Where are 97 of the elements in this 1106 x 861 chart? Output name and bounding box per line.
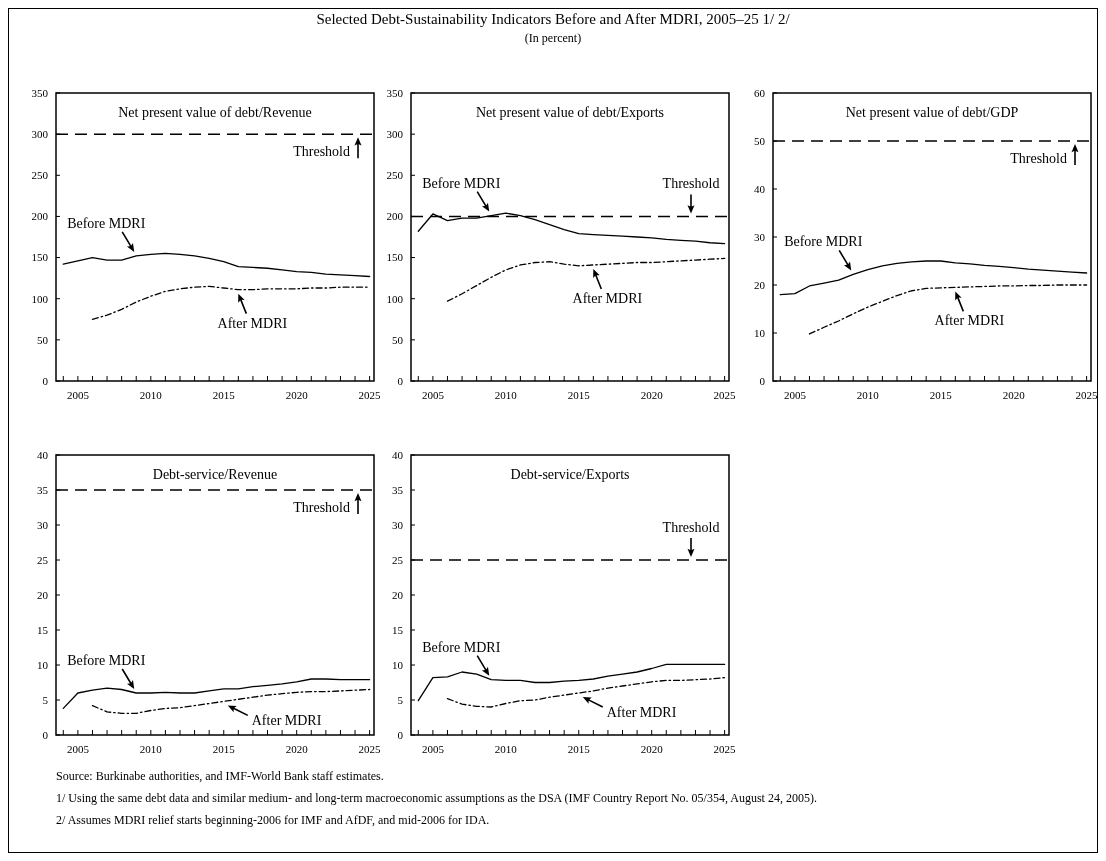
y-tick-label: 0: [397, 728, 404, 741]
y-tick-label: 5: [42, 693, 49, 706]
line-series: [446, 676, 726, 708]
x-tick-label: 2015: [567, 743, 591, 755]
x-tick-label: 2020: [1002, 389, 1026, 401]
x-tick-label: 2005: [66, 389, 90, 401]
x-tick-label: 2020: [640, 743, 664, 755]
x-tick-label: 2010: [494, 389, 518, 401]
y-tick-label: 350: [31, 86, 49, 99]
y-tick-label: 35: [392, 483, 404, 496]
x-tick-label: 2015: [567, 389, 591, 401]
y-tick-label: 40: [392, 448, 404, 461]
line-series: [62, 252, 371, 278]
x-tick-label: 2005: [421, 389, 445, 401]
y-tick-label: 250: [386, 169, 404, 182]
legend-label: Threshold: [293, 144, 350, 160]
text: Net present value of debt/Exports: [475, 105, 665, 120]
series-label: Before MDRI: [67, 653, 146, 668]
y-tick-label: 0: [397, 374, 404, 387]
y-tick-label: 0: [759, 374, 766, 387]
series-label: After MDRI: [934, 313, 1005, 329]
x-tick-label: 2025: [713, 389, 737, 401]
y-tick-label: 30: [37, 518, 49, 531]
y-tick-label: 60: [754, 86, 766, 99]
y-tick-label: 100: [31, 292, 49, 305]
series-label: Before MDRI: [422, 175, 501, 191]
y-tick-label: 200: [386, 210, 404, 223]
x-tick-label: 2020: [285, 389, 309, 401]
x-tick-label: 2015: [929, 389, 953, 401]
ref-line-label: Threshold: [662, 176, 720, 192]
line-series: [779, 260, 1088, 296]
x-tick-label: 2015: [212, 389, 236, 401]
x-tick-label: 2025: [358, 389, 382, 401]
line-series: [446, 257, 726, 302]
x-tick-label: 2010: [139, 743, 163, 755]
text: 2/ Assumes MDRI relief starts beginning-2006 for IMF and AfDF, and mid-2006 for IDA.: [56, 813, 490, 827]
y-tick-label: 15: [392, 623, 404, 636]
text: Net present value of debt/GDP: [845, 105, 1019, 120]
x-tick-label: 2025: [358, 743, 382, 755]
y-tick-label: 0: [42, 728, 49, 741]
x-tick-label: 2015: [212, 743, 236, 755]
text: (In percent): [524, 31, 582, 45]
legend-label: Threshold: [1010, 151, 1067, 166]
x-tick-label: 2010: [856, 389, 880, 401]
text: Net present value of debt/Revenue: [118, 105, 312, 120]
x-tick-label: 2025: [1075, 389, 1099, 401]
y-tick-label: 15: [37, 623, 49, 636]
y-tick-label: 40: [754, 182, 766, 195]
x-tick-label: 2010: [494, 743, 518, 755]
x-tick-label: 2020: [285, 743, 309, 755]
y-tick-label: 30: [754, 230, 766, 243]
y-tick-label: 25: [37, 553, 49, 566]
ref-line-label: Threshold: [662, 520, 720, 535]
legend-label: After MDRI: [572, 290, 643, 306]
y-tick-label: 20: [392, 588, 404, 601]
source-note: Source: Burkinabe authorities, and IMF-World Bank staff estimates.: [56, 769, 384, 783]
series-label: Before MDRI: [784, 234, 863, 250]
y-tick-label: 20: [754, 278, 766, 291]
x-tick-label: 2005: [66, 743, 90, 755]
y-tick-label: 350: [386, 86, 404, 99]
text: Debt-service/Exports: [510, 467, 630, 482]
y-tick-label: 50: [37, 333, 49, 346]
y-tick-label: 20: [37, 588, 49, 601]
y-tick-label: 25: [392, 553, 404, 566]
y-tick-label: 35: [37, 483, 49, 496]
y-tick-label: 100: [386, 292, 404, 305]
x-tick-label: 2005: [783, 389, 807, 401]
series-label: After MDRI: [217, 315, 288, 331]
y-tick-label: 10: [392, 658, 404, 671]
series-label: Before MDRI: [67, 215, 146, 231]
text: Selected Debt-Sustainability Indicators Before and After MDRI, 2005–25 1/ 2/: [316, 11, 791, 27]
x-tick-label: 2025: [713, 743, 737, 755]
y-tick-label: 250: [31, 169, 49, 182]
y-tick-label: 0: [42, 374, 49, 387]
text: 1/ Using the same debt data and similar medium- and long-term macroeconomic assumptions as the DSA (IMF Country Report No. 05/354, August 24, 2005).: [56, 791, 817, 805]
x-tick-label: 2010: [139, 389, 163, 401]
y-tick-label: 50: [392, 333, 404, 346]
series-label: After MDRI: [251, 713, 322, 729]
y-tick-label: 300: [31, 127, 49, 140]
y-tick-label: 40: [37, 448, 49, 461]
x-tick-label: 2005: [421, 743, 445, 755]
line-series: [91, 688, 371, 714]
y-tick-label: 10: [754, 326, 766, 339]
y-tick-label: 150: [386, 251, 404, 264]
legend-label: After MDRI: [606, 705, 677, 720]
y-tick-label: 150: [31, 251, 49, 264]
series-label: Before MDRI: [422, 639, 501, 655]
y-tick-label: 300: [386, 127, 404, 140]
y-tick-label: 10: [37, 658, 49, 671]
x-tick-label: 2020: [640, 389, 664, 401]
text: Debt-service/Revenue: [152, 467, 278, 482]
y-tick-label: 30: [392, 518, 404, 531]
y-tick-label: 200: [31, 210, 49, 223]
y-tick-label: 5: [397, 693, 404, 706]
legend-label: Threshold: [293, 500, 350, 515]
line-series: [808, 284, 1088, 335]
y-tick-label: 50: [754, 134, 766, 147]
